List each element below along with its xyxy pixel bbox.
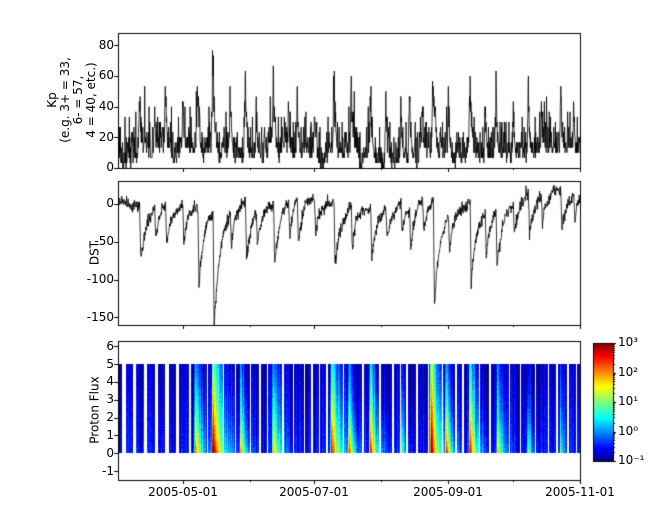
kp-ytick-label: 0 <box>106 160 114 174</box>
kp-ytick-label: 40 <box>98 99 114 113</box>
colorbar-tick-label: 10⁰ <box>618 424 639 438</box>
x-tick-label: 2005-05-01 <box>148 485 218 499</box>
colorbar-tick-label: 10² <box>618 365 639 379</box>
flux-ytick-label: 2 <box>106 410 114 424</box>
dst-ytick-label: -150 <box>86 310 114 324</box>
kp-ytick-label: 20 <box>98 130 114 144</box>
colorbar-tick-label: 10³ <box>618 335 639 349</box>
dst-ytick-label: -100 <box>86 272 114 286</box>
flux-ytick-label: 3 <box>106 392 114 406</box>
kp-ytick-label: 60 <box>98 68 114 82</box>
colorbar-tick-label: 10¹ <box>618 394 639 408</box>
dst-ytick-label: 0 <box>106 196 114 210</box>
colorbar-tick-label: 10⁻¹ <box>618 453 645 467</box>
kp-ytick-label: 80 <box>98 38 114 52</box>
flux-ytick-label: 6 <box>106 339 114 353</box>
x-tick-label: 2005-09-01 <box>413 485 483 499</box>
flux-ytick-label: 0 <box>106 446 114 460</box>
flux-ytick-label: 4 <box>106 374 114 388</box>
flux-ytick-label: -1 <box>102 464 114 478</box>
flux-ytick-label: 1 <box>106 428 114 442</box>
x-tick-label: 2005-11-01 <box>545 485 615 499</box>
x-tick-label: 2005-07-01 <box>279 485 349 499</box>
dst-ytick-label: -50 <box>94 234 114 248</box>
flux-ytick-label: 5 <box>106 357 114 371</box>
